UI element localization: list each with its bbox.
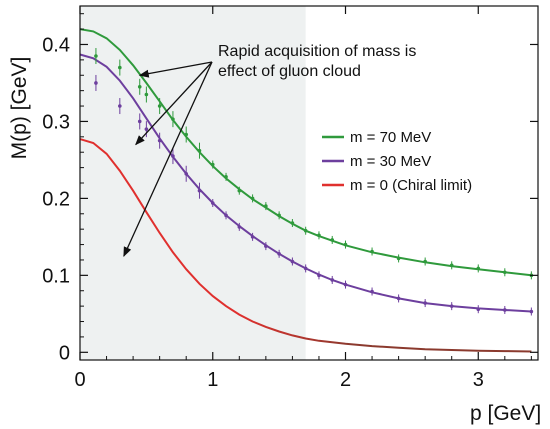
legend-label: m = 30 MeV (350, 153, 431, 170)
y-tick-label: 0 (59, 342, 70, 364)
x-tick-label: 2 (340, 369, 351, 391)
data-point (303, 266, 308, 271)
data-point (317, 233, 321, 238)
legend: m = 70 MeV m = 30 MeV m = 0 (Chiral limit) (322, 129, 472, 194)
data-point (330, 278, 335, 282)
data-point (184, 132, 189, 137)
data-point (264, 204, 268, 208)
data-point (171, 117, 175, 121)
data-point (137, 85, 142, 89)
y-tick-label: 0.2 (42, 188, 70, 210)
data-point (503, 270, 507, 275)
series-line-2 (79, 138, 532, 353)
data-point (396, 296, 401, 301)
data-point (210, 201, 215, 205)
annotation-arrow (138, 61, 213, 78)
annotation-arrow (123, 61, 213, 258)
annotation: Rapid acquisition of mass is effect of gl… (123, 43, 416, 258)
data-point (449, 263, 454, 268)
data-point (224, 175, 228, 179)
axes: 0 1 2 3 0 0.1 0.2 0.3 0.4 (42, 5, 539, 391)
data-point (529, 309, 534, 314)
data-point (476, 307, 481, 312)
data-point (343, 282, 348, 287)
data-point (250, 235, 255, 239)
data-point (277, 252, 281, 256)
data-point (343, 242, 348, 247)
data-point (224, 213, 228, 218)
data-point (449, 304, 454, 308)
data-point (94, 54, 98, 58)
data-point (396, 256, 401, 261)
legend-label: m = 0 (Chiral limit) (350, 177, 472, 194)
data-point (476, 266, 481, 271)
annotation-arrow (135, 61, 213, 146)
annotation-text: Rapid acquisition of mass is (218, 43, 416, 60)
data-point (94, 81, 98, 85)
data-point (157, 104, 162, 108)
data-point (423, 301, 427, 305)
legend-label: m = 70 MeV (350, 129, 431, 146)
data-points-layer (94, 48, 534, 316)
data-point (250, 196, 255, 201)
data-point (184, 171, 189, 176)
y-axis-label: M(p) [GeV] (8, 57, 31, 160)
data-point (237, 225, 242, 229)
series-line-1 (79, 53, 532, 313)
data-point (423, 259, 427, 264)
data-point (290, 221, 295, 225)
data-point (144, 127, 149, 131)
data-point (370, 249, 374, 254)
data-point (171, 154, 175, 158)
data-point (197, 148, 202, 153)
data-point (137, 119, 142, 124)
x-axis-label: p [GeV] (470, 402, 541, 425)
x-tick-label: 1 (207, 369, 218, 391)
y-tick-label: 0.4 (42, 34, 70, 56)
data-point (237, 188, 242, 193)
data-point (290, 259, 295, 264)
data-point (317, 273, 321, 278)
data-point (197, 188, 202, 193)
data-point (118, 65, 122, 70)
annotation-text: effect of gluon cloud (218, 63, 361, 80)
data-point (330, 238, 335, 242)
data-point (210, 162, 215, 167)
x-tick-label: 0 (74, 369, 85, 391)
y-tick-label: 0.1 (42, 265, 70, 287)
data-point (370, 289, 374, 294)
data-point (144, 92, 149, 97)
data-point (277, 213, 281, 218)
data-point (118, 104, 122, 108)
y-tick-label: 0.3 (42, 111, 70, 133)
data-point (264, 244, 268, 248)
data-point (303, 228, 308, 233)
x-tick-label: 3 (473, 369, 484, 391)
data-point (503, 308, 507, 312)
data-point (157, 138, 162, 143)
